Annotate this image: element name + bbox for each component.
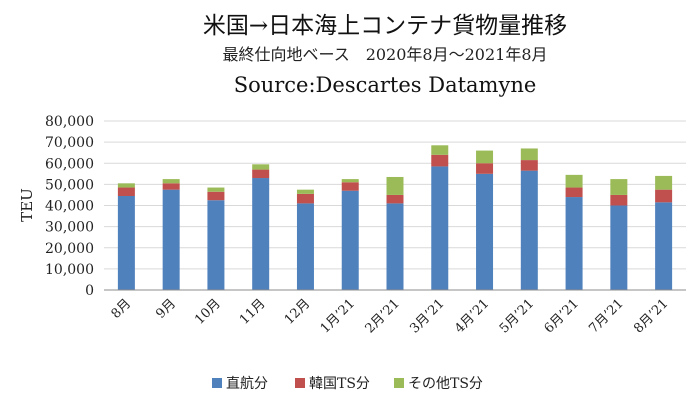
bar-segment-3: [476, 150, 494, 164]
bar-segment-1: [117, 195, 135, 290]
bar-segment-1: [162, 189, 180, 290]
bar-segment-2: [476, 163, 494, 174]
y-tick-label: 10,000: [45, 262, 94, 278]
legend-swatch: [394, 378, 404, 388]
x-tick-label: 8月’21: [631, 296, 671, 336]
bar-segment-1: [296, 203, 314, 290]
y-axis-label: TEU: [18, 188, 36, 222]
bar-segment-3: [655, 175, 673, 190]
chart-subtitle: 最終仕向地ベース 2020年8月～2021年8月: [223, 45, 548, 64]
bar-segment-2: [386, 194, 404, 204]
bars: [117, 145, 673, 290]
bar-segment-2: [117, 187, 135, 196]
bar-segment-2: [610, 194, 628, 206]
legend-label: その他TS分: [408, 376, 483, 392]
bar-segment-3: [431, 145, 449, 155]
bar-segment-1: [565, 197, 583, 290]
bar-segment-3: [386, 176, 404, 195]
bar-segment-3: [565, 174, 583, 188]
legend-label: 韓国TS分: [309, 376, 370, 392]
bar-segment-2: [655, 189, 673, 203]
y-tick-label: 30,000: [45, 220, 94, 236]
y-tick-label: 60,000: [45, 156, 94, 172]
x-tick-label: 5月’21: [497, 296, 537, 336]
y-tick-label: 50,000: [45, 177, 94, 193]
x-tick-label: 6月’21: [542, 296, 582, 336]
y-tick-label: 70,000: [45, 135, 94, 151]
bar-segment-3: [207, 187, 225, 192]
x-tick-label: 12月: [282, 296, 313, 327]
y-axis-ticks: 0 10,000 20,000 30,000 40,000 50,000 60,000 70,…: [45, 114, 94, 299]
bar-segment-1: [207, 200, 225, 290]
y-tick-label: 40,000: [45, 199, 94, 215]
bar-segment-1: [252, 178, 270, 290]
x-tick-label: 9月: [153, 296, 179, 322]
bar-segment-3: [296, 189, 314, 194]
bar-segment-1: [520, 170, 538, 290]
legend-swatch: [212, 378, 222, 388]
bar-segment-2: [296, 193, 314, 204]
chart-source: Source:Descartes Datamyne: [234, 73, 537, 97]
x-tick-label: 11月: [237, 296, 268, 327]
bar-segment-1: [341, 190, 359, 290]
bar-segment-2: [162, 183, 180, 190]
bar-segment-1: [655, 202, 673, 290]
y-tick-label: 80,000: [45, 114, 94, 130]
y-tick-label: 0: [85, 283, 94, 299]
bar-segment-3: [117, 183, 135, 188]
x-tick-label: 2月’21: [363, 296, 403, 336]
x-axis-ticks: 8月 9月 10月 11月 12月 1月’21 2月’21 3月’21 4月’21 5月’21 6月…: [109, 296, 672, 336]
bar-segment-3: [341, 179, 359, 183]
x-tick-label: 8月: [109, 296, 135, 322]
bar-segment-1: [386, 203, 404, 290]
legend-label: 直航分: [226, 375, 268, 392]
bar-segment-2: [252, 169, 270, 179]
legend: 直航分 韓国TS分 その他TS分: [212, 375, 483, 392]
y-tick-label: 20,000: [45, 241, 94, 257]
bar-segment-1: [431, 166, 449, 290]
bar-segment-2: [207, 191, 225, 201]
bar-segment-2: [341, 182, 359, 191]
bar-segment-3: [162, 179, 180, 184]
bar-segment-3: [252, 164, 270, 170]
x-tick-label: 4月’21: [452, 296, 492, 336]
bar-segment-2: [565, 187, 583, 198]
x-tick-label: 3月’21: [407, 296, 447, 336]
bar-segment-2: [431, 154, 449, 167]
x-tick-label: 7月’21: [586, 296, 626, 336]
chart-title: 米国→日本海上コンテナ貨物量推移: [203, 13, 567, 39]
bar-segment-1: [610, 205, 628, 290]
legend-swatch: [295, 378, 305, 388]
x-tick-label: 10月: [192, 296, 223, 327]
bar-segment-1: [476, 173, 494, 290]
bar-segment-2: [520, 160, 538, 171]
x-tick-label: 1月’21: [318, 296, 358, 336]
bar-segment-3: [610, 179, 628, 195]
bar-segment-3: [520, 148, 538, 161]
